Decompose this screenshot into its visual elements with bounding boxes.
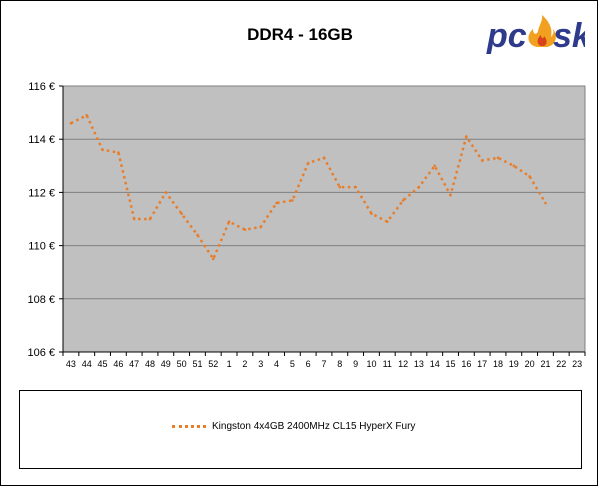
x-tick-label: 50 [177, 359, 187, 369]
x-tick-label: 49 [161, 359, 171, 369]
x-tick-label: 10 [366, 359, 376, 369]
data-point [417, 185, 421, 189]
x-tick-label: 45 [98, 359, 108, 369]
flame-icon [528, 15, 556, 47]
x-tick-label: 8 [337, 359, 342, 369]
data-point [196, 233, 199, 237]
legend: Kingston 4x4GB 2400MHz CL15 HyperX Fury [19, 390, 582, 469]
legend-item: Kingston 4x4GB 2400MHz CL15 HyperX Fury [172, 421, 415, 432]
data-point [227, 220, 231, 223]
data-point [544, 201, 547, 205]
x-tick-label: 1 [227, 359, 232, 369]
x-tick-label: 51 [192, 359, 202, 369]
x-tick-label: 14 [430, 359, 440, 369]
data-point [243, 228, 247, 231]
x-tick-label: 2 [242, 359, 247, 369]
data-point [291, 199, 294, 202]
data-point [117, 151, 120, 154]
data-point [69, 121, 73, 125]
data-point [322, 156, 326, 160]
y-tick-label: 106 € [27, 347, 55, 359]
y-tick-label: 108 € [27, 294, 55, 306]
x-tick-label: 3 [258, 359, 263, 369]
x-tick-label: 46 [113, 359, 123, 369]
data-point [85, 113, 89, 117]
data-point [496, 156, 500, 160]
y-tick-label: 112 € [28, 187, 55, 199]
x-tick-label: 9 [353, 359, 358, 369]
x-tick-label: 43 [66, 359, 76, 369]
logo-text-sk: sk [553, 17, 585, 55]
legend-label: Kingston 4x4GB 2400MHz CL15 HyperX Fury [212, 421, 416, 432]
legend-swatch [172, 425, 206, 428]
data-point [385, 220, 389, 223]
data-point [164, 191, 168, 194]
data-point [148, 217, 152, 221]
x-tick-label: 47 [129, 359, 139, 369]
data-point [259, 225, 263, 229]
data-point [512, 164, 516, 168]
data-point [354, 185, 357, 189]
x-tick-label: 17 [477, 359, 487, 369]
plot-area [62, 85, 586, 353]
logo-text-pc: pc [486, 17, 527, 55]
x-tick-label: 48 [145, 359, 155, 369]
x-tick-label: 16 [461, 359, 471, 369]
data-point [401, 199, 405, 202]
data-point [338, 185, 342, 189]
x-tick-label: 23 [572, 359, 582, 369]
y-tick-label: 110 € [28, 241, 55, 253]
y-tick-label: 116 € [28, 81, 55, 93]
y-tick-label: 114 € [28, 134, 55, 146]
data-point [433, 164, 437, 168]
x-tick-label: 11 [383, 359, 392, 369]
x-tick-label: 13 [414, 359, 424, 369]
x-tick-label: 15 [446, 359, 456, 369]
data-point [275, 201, 278, 205]
x-tick-label: 20 [525, 359, 535, 369]
data-point [306, 161, 310, 165]
x-tick-label: 18 [493, 359, 503, 369]
pcfsk-logo: pc sk [486, 15, 585, 55]
data-point [132, 217, 136, 221]
data-point [480, 159, 484, 162]
data-point [101, 148, 104, 152]
x-tick-label: 52 [208, 359, 218, 369]
x-tick-label: 21 [540, 359, 550, 369]
x-tick-label: 6 [306, 359, 311, 369]
chart-plot: 106 €108 €110 €112 €114 €116 €43 44 45 46 47… [27, 81, 586, 369]
x-tick-label: 4 [274, 359, 279, 369]
x-tick-label: 5 [290, 359, 295, 369]
chart-title: DDR4 - 16GB [247, 25, 353, 44]
x-tick-label: 7 [321, 359, 326, 369]
x-tick-label: 44 [82, 359, 92, 369]
x-tick-label: 12 [398, 359, 408, 369]
data-point [528, 175, 531, 178]
data-point [180, 212, 183, 215]
data-point [211, 257, 215, 261]
data-point [370, 212, 373, 215]
data-point [449, 193, 452, 197]
x-tick-label: 22 [556, 359, 566, 369]
data-point [465, 135, 468, 138]
x-tick-label: 19 [509, 359, 519, 369]
